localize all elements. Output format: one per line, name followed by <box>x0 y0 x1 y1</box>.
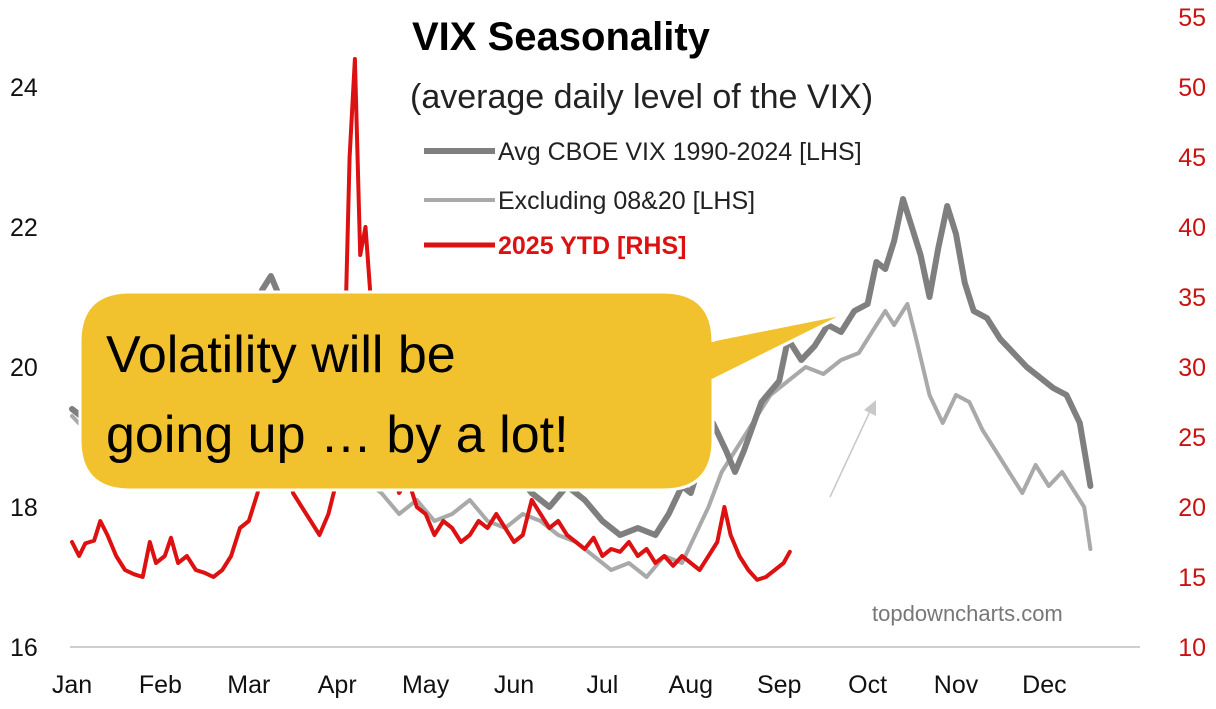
legend-label-excl: Excluding 08&20 [LHS] <box>498 187 755 215</box>
left-tick-label: 20 <box>10 354 38 382</box>
legend: Avg CBOE VIX 1990-2024 [LHS] Excluding 0… <box>424 138 862 260</box>
legend-label-avg: Avg CBOE VIX 1990-2024 [LHS] <box>498 138 862 166</box>
right-tick-label: 50 <box>1178 74 1206 102</box>
left-tick-label: 22 <box>10 214 38 242</box>
legend-label-2025: 2025 YTD [RHS] <box>498 232 687 260</box>
right-tick-label: 35 <box>1178 284 1206 312</box>
x-axis-ticks: Jan Feb Mar Apr May Jun Jul Aug Sep Oct Nov Dec <box>52 671 1067 699</box>
x-tick-label: Apr <box>318 671 357 699</box>
left-tick-label: 16 <box>10 634 38 662</box>
left-tick-label: 24 <box>10 74 38 102</box>
x-tick-label: Sep <box>757 671 801 699</box>
x-tick-label: Jan <box>52 671 92 699</box>
right-tick-label: 30 <box>1178 354 1206 382</box>
callout-line-1: Volatility will be <box>106 326 456 384</box>
right-tick-label: 45 <box>1178 144 1206 172</box>
x-tick-label: May <box>402 671 450 699</box>
x-tick-label: Jun <box>494 671 534 699</box>
x-tick-label: Mar <box>227 671 270 699</box>
series-2025-line <box>70 57 792 582</box>
left-y-axis-ticks: 16 18 20 22 24 <box>10 74 38 662</box>
annotation-arrow <box>829 400 876 498</box>
right-tick-label: 25 <box>1178 424 1206 452</box>
x-tick-label: Dec <box>1022 671 1066 699</box>
right-tick-label: 15 <box>1178 564 1206 592</box>
callout-bubble: Volatility will be going up … by a lot! <box>78 290 849 492</box>
x-tick-label: Oct <box>848 671 887 699</box>
x-tick-label: Nov <box>934 671 979 699</box>
callout-line-2: going up … by a lot! <box>106 406 569 464</box>
chart-title: VIX Seasonality <box>412 15 711 59</box>
chart-subtitle: (average daily level of the VIX) <box>410 78 873 116</box>
right-tick-label: 20 <box>1178 494 1206 522</box>
right-tick-label: 40 <box>1178 214 1206 242</box>
source-label: topdowncharts.com <box>872 601 1063 626</box>
x-tick-label: Feb <box>139 671 182 699</box>
right-tick-label: 10 <box>1178 634 1206 662</box>
left-tick-label: 18 <box>10 494 38 522</box>
right-tick-label: 55 <box>1178 4 1206 32</box>
x-tick-label: Aug <box>669 671 713 699</box>
right-y-axis-ticks: 10 15 20 25 30 35 40 45 50 55 <box>1178 4 1206 662</box>
x-tick-label: Jul <box>586 671 618 699</box>
